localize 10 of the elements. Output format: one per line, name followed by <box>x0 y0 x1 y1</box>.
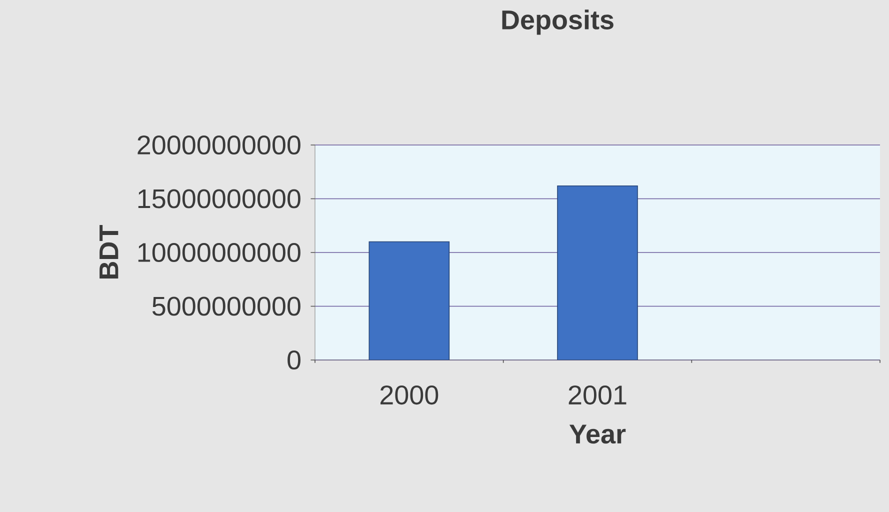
y-tick-label: 0 <box>288 350 300 370</box>
x-axis-title: Year <box>569 424 626 444</box>
y-axis-title: BDT <box>100 225 118 278</box>
y-tick-label: 20000000000 <box>138 135 300 155</box>
x-tick-label: 2000 <box>380 385 438 405</box>
y-tick-label: 15000000000 <box>138 189 300 208</box>
y-tick-label: 10000000000 <box>138 242 300 262</box>
y-tick-label: 5000000000 <box>152 296 300 316</box>
chart-title: Deposits <box>502 10 614 35</box>
x-tick-label: 2001 <box>568 385 626 405</box>
